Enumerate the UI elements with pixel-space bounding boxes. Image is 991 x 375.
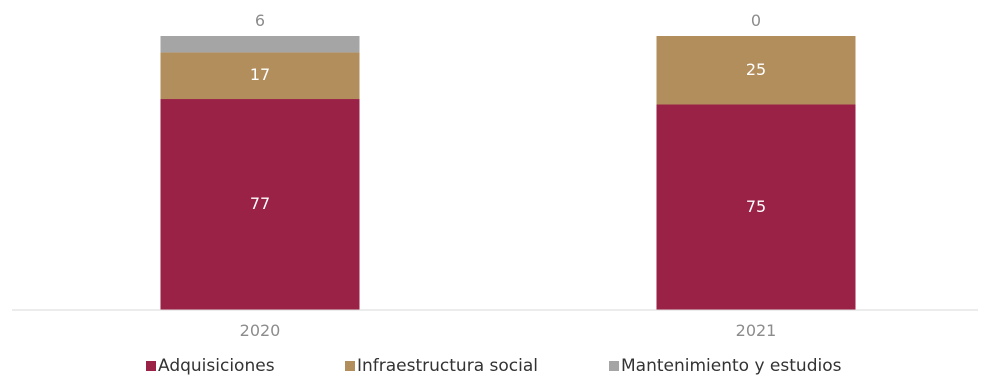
data-label-2021-0: 75 [746, 197, 766, 216]
bar-segment-2020-2 [160, 36, 360, 53]
x-tick-label-2020: 2020 [240, 321, 281, 340]
bars-layer: 77 17 6 75 25 0 [160, 11, 856, 311]
data-label-2020-2: 6 [255, 11, 265, 30]
data-label-2020-1: 17 [250, 65, 270, 84]
bar-segment-2020-1 [160, 52, 360, 100]
data-label-2020-0: 77 [250, 194, 270, 213]
bar-segment-2020-0 [160, 99, 360, 311]
legend: Adquisiciones Infraestructura social Mante… [146, 356, 842, 375]
legend-label-1: Infraestructura social [357, 356, 538, 375]
data-label-2021-2: 0 [751, 11, 761, 30]
bar-segment-2021-0 [656, 104, 856, 310]
legend-label-2: Mantenimiento y estudios [621, 356, 842, 375]
legend-swatch-0 [146, 361, 156, 371]
legend-label-0: Adquisiciones [158, 356, 275, 375]
data-label-2021-1: 25 [746, 60, 766, 79]
bar-segment-2021-1 [656, 36, 856, 105]
legend-swatch-1 [345, 361, 355, 371]
x-axis-ticks: 2020 2021 [240, 321, 777, 340]
legend-swatch-2 [609, 361, 619, 371]
x-tick-label-2021: 2021 [736, 321, 777, 340]
